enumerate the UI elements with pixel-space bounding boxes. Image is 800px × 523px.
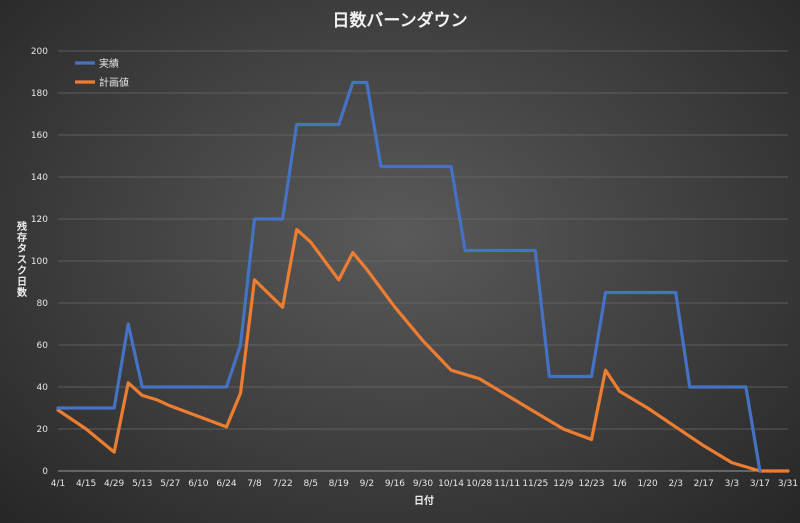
x-tick-label: 3/31 [778,479,798,489]
x-tick-label: 4/29 [104,479,124,489]
y-tick-label: 80 [37,299,49,309]
y-tick-label: 120 [31,215,48,225]
x-tick-label: 9/30 [413,479,433,489]
x-tick-label: 10/14 [438,479,464,489]
y-tick-label: 0 [42,467,48,477]
x-tick-label: 4/15 [76,479,96,489]
legend-label: 計画値 [99,76,129,89]
x-tick-label: 10/28 [466,479,492,489]
y-tick-label: 180 [31,89,48,99]
y-tick-label: 100 [31,257,48,267]
x-tick-label: 11/25 [522,479,548,489]
y-tick-label: 60 [37,341,49,351]
x-tick-label: 8/19 [329,479,349,489]
x-tick-label: 9/2 [360,479,374,489]
y-tick-label: 140 [31,173,48,183]
y-tick-label: 40 [37,383,49,393]
x-tick-label: 3/3 [725,479,739,489]
gridlines [58,50,788,430]
x-tick-label: 7/8 [247,479,262,489]
chart-title: 日数バーンダウン [332,10,467,31]
x-axis: 4/1 4/15 4/29 5/13 5/27 6/10 6/24 7/8 7/22 8/5 8/1… [51,470,798,489]
x-tick-label: 7/22 [273,479,293,489]
x-tick-label: 5/13 [132,479,152,489]
x-tick-label: 3/17 [750,479,770,489]
legend-label: 実績 [99,57,119,70]
y-tick-label: 20 [37,425,49,435]
series-line-plan [56,227,790,473]
x-tick-label: 5/27 [160,479,180,489]
x-tick-label: 9/16 [385,479,405,489]
y-tick-label: 200 [31,47,48,57]
x-tick-label: 4/1 [51,479,65,489]
series-lines [56,80,790,473]
x-tick-label: 11/11 [494,479,520,489]
x-tick-label: 6/10 [188,479,208,489]
x-tick-label: 12/23 [578,479,604,489]
x-tick-label: 1/6 [612,479,627,489]
series-line-actual [56,80,762,473]
x-tick-label: 2/3 [668,479,682,489]
x-tick-label: 1/20 [638,479,658,489]
x-tick-label: 6/24 [216,479,236,489]
y-axis: 0 20 40 60 80 100 120 140 160 180 200 [31,47,48,477]
y-axis-title: 残存タスク日数 [17,220,28,299]
y-tick-label: 160 [31,131,48,141]
x-tick-label: 12/9 [553,479,573,489]
x-tick-label: 2/17 [694,479,714,489]
x-tick-label: 8/5 [303,479,317,489]
x-axis-title: 日付 [414,494,434,507]
